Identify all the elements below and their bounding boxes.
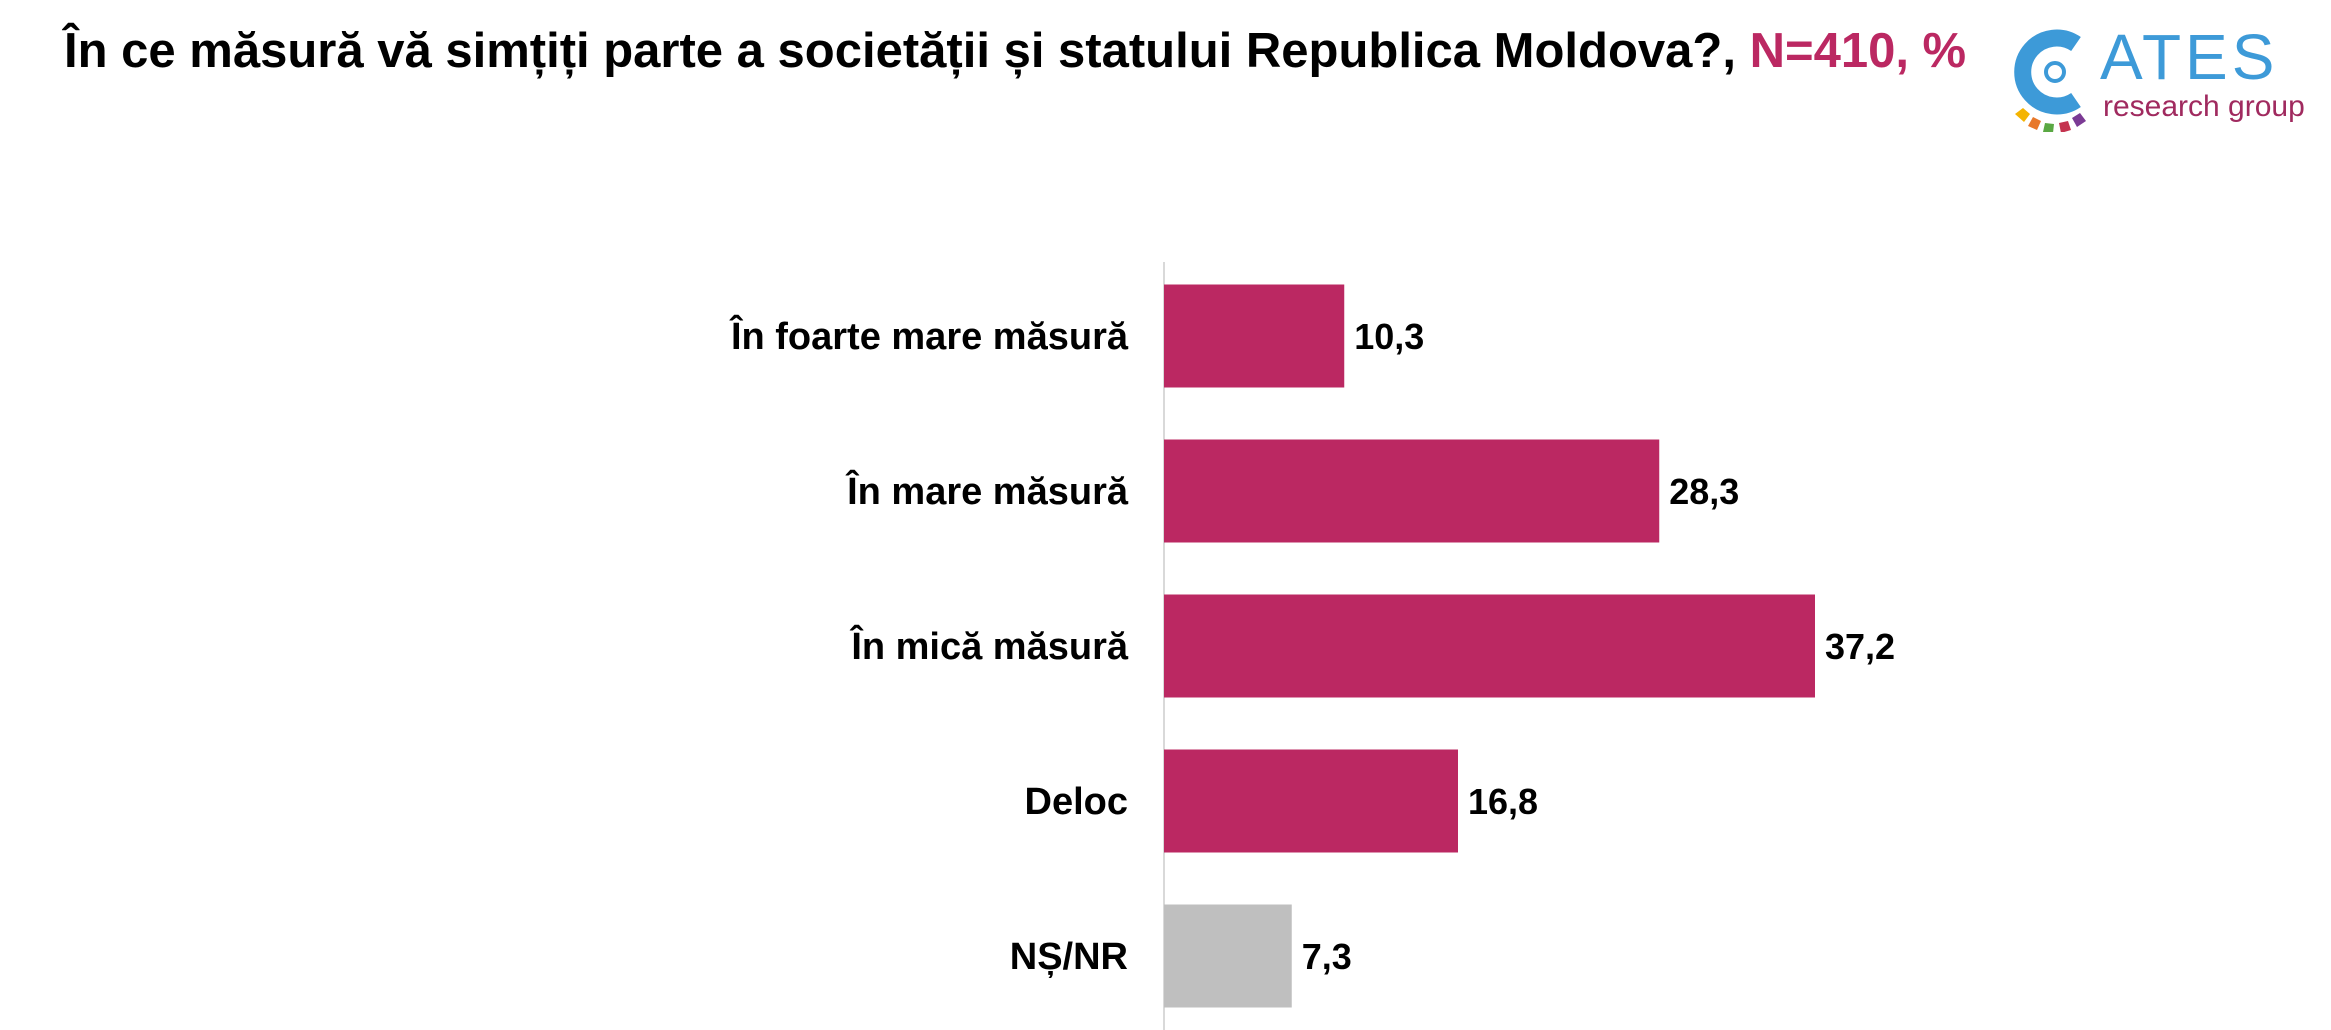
- value-label: 28,3: [1669, 471, 1739, 512]
- sample-size: N=410, %: [1749, 24, 1967, 78]
- category-label: Deloc: [1025, 781, 1128, 823]
- logo-mark-icon: [2014, 29, 2086, 133]
- logo-subtitle: research group: [2103, 90, 2305, 123]
- category-label: În mare măsură: [845, 469, 1129, 513]
- ates-logo: ATES research group: [2010, 21, 2310, 133]
- value-label: 37,2: [1825, 626, 1895, 667]
- bar: [1164, 594, 1815, 698]
- question-text: În ce măsură vă simțiți parte a societăț…: [64, 24, 1736, 78]
- bar: [1164, 284, 1345, 388]
- bar: [1164, 749, 1458, 853]
- value-label: 7,3: [1302, 936, 1352, 977]
- chart-title: În ce măsură vă simțiți parte a societăț…: [64, 16, 2024, 86]
- category-label: În mică măsură: [849, 624, 1129, 668]
- category-label: NȘ/NR: [1010, 936, 1128, 978]
- bar: [1164, 439, 1660, 543]
- value-label: 16,8: [1468, 781, 1538, 822]
- bar: [1164, 904, 1292, 1008]
- category-label: În foarte mare măsură: [729, 314, 1129, 358]
- value-label: 10,3: [1354, 316, 1424, 357]
- logo-wordmark: ATES: [2100, 21, 2279, 93]
